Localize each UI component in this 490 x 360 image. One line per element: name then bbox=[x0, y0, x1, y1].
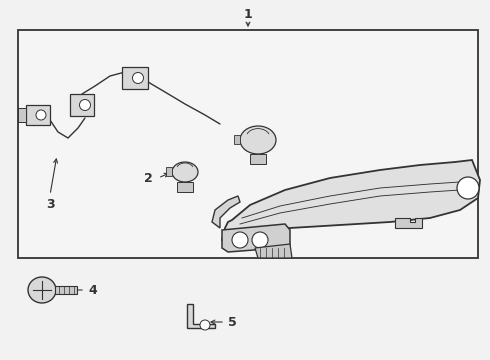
Bar bbox=[177, 182, 193, 192]
Text: 1: 1 bbox=[244, 8, 252, 21]
Bar bbox=[70, 94, 94, 116]
Polygon shape bbox=[395, 218, 422, 228]
Polygon shape bbox=[222, 160, 480, 248]
Circle shape bbox=[79, 99, 91, 111]
Circle shape bbox=[457, 177, 479, 199]
Ellipse shape bbox=[28, 277, 56, 303]
Polygon shape bbox=[222, 224, 290, 252]
Bar bbox=[18, 108, 26, 122]
Bar bbox=[122, 67, 148, 89]
Bar bbox=[18, 30, 478, 258]
Polygon shape bbox=[187, 304, 215, 328]
Bar bbox=[26, 105, 50, 125]
Ellipse shape bbox=[172, 162, 198, 182]
Bar bbox=[234, 135, 240, 144]
Bar bbox=[166, 167, 172, 176]
Polygon shape bbox=[212, 196, 240, 228]
Circle shape bbox=[232, 232, 248, 248]
Bar bbox=[250, 154, 266, 164]
Text: 3: 3 bbox=[46, 198, 54, 211]
Text: 4: 4 bbox=[88, 284, 97, 297]
Ellipse shape bbox=[240, 126, 276, 154]
Text: 5: 5 bbox=[228, 315, 237, 328]
Circle shape bbox=[132, 72, 144, 84]
Circle shape bbox=[36, 110, 46, 120]
Text: 2: 2 bbox=[144, 171, 152, 184]
Circle shape bbox=[200, 320, 210, 330]
Circle shape bbox=[252, 232, 268, 248]
Polygon shape bbox=[255, 244, 292, 258]
Bar bbox=[55, 286, 77, 294]
